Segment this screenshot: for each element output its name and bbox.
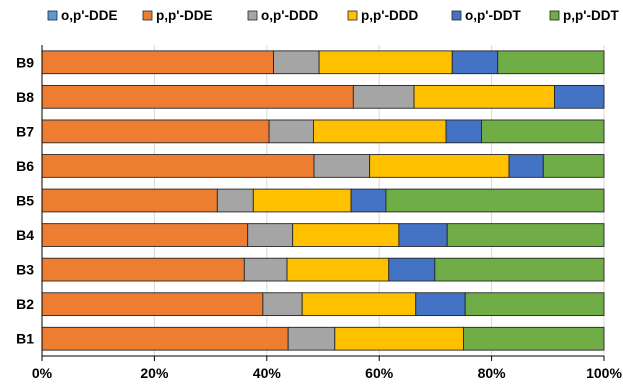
bar-segment-B8-2: [41, 84, 354, 109]
bar-segment-B7-2: [41, 119, 270, 144]
bar-segment-B5-2: [41, 188, 218, 213]
bar-segment-B9-3: [273, 50, 320, 75]
bar-segment-B4-6: [446, 223, 605, 247]
legend-label: o,p'-DDE: [61, 8, 117, 23]
legend-label: p,p'-DDE: [156, 8, 212, 23]
legend-swatch: [47, 10, 58, 21]
bar-segment-B2-4: [301, 292, 417, 317]
x-tick-label: 40%: [253, 365, 282, 381]
bar-segment-B9-5: [451, 50, 499, 75]
bar-segment-B8-3: [352, 84, 415, 109]
bar-segment-B8-5: [554, 84, 605, 109]
bar-segment-B6-5: [508, 154, 544, 178]
y-tick-label: B6: [16, 158, 34, 174]
bar-segment-B3-5: [388, 257, 436, 282]
bar-segment-B7-6: [481, 119, 605, 144]
bar-segment-B6-3: [313, 154, 371, 178]
bar-segment-B9-4: [318, 50, 453, 75]
legend-swatch: [247, 10, 258, 21]
bar-segment-B6-2: [41, 154, 315, 178]
bar-segment-B5-4: [252, 188, 352, 213]
bar-segment-B2-6: [464, 292, 605, 317]
bar-segment-B2-5: [415, 292, 466, 317]
legend-label: p,p'-DDT: [563, 8, 619, 23]
bar-segment-B5-6: [385, 188, 605, 213]
x-tick-label: 60%: [365, 365, 394, 381]
bar-segment-B4-3: [247, 223, 294, 247]
x-tick-label: 100%: [586, 365, 622, 381]
legend-swatch: [451, 10, 462, 21]
legend-swatch: [142, 10, 153, 21]
bar-segment-B7-3: [268, 119, 314, 144]
y-tick-label: B9: [16, 54, 34, 70]
bar-segment-B5-5: [350, 188, 387, 213]
bar-segment-B4-2: [41, 223, 249, 247]
y-tick-label: B7: [16, 123, 34, 139]
bar-segment-B8-4: [413, 84, 555, 109]
bar-segment-B3-2: [41, 257, 245, 282]
bar-segment-B2-2: [41, 292, 264, 317]
y-tick-label: B1: [16, 331, 34, 347]
x-tick-label: 0%: [32, 365, 53, 381]
bar-segment-B3-4: [286, 257, 390, 282]
bar-segment-B4-5: [398, 223, 448, 247]
bars: [41, 50, 605, 351]
legend-label: o,p'-DDT: [465, 8, 521, 23]
y-tick-label: B5: [16, 193, 34, 209]
y-tick-label: B2: [16, 296, 34, 312]
bar-segment-B3-6: [434, 257, 605, 282]
bar-segment-B1-2: [41, 326, 289, 351]
bar-segment-B1-6: [463, 326, 605, 351]
bar-segment-B9-6: [497, 50, 605, 75]
legend: o,p'-DDE p,p'-DDE o,p'-DDD p,p'-DDD o,p'-DDT…: [47, 8, 619, 23]
y-tick-label: B3: [16, 262, 34, 278]
bar-segment-B1-4: [334, 326, 464, 351]
bar-segment-B9-2: [41, 50, 274, 75]
legend-label: p,p'-DDD: [361, 8, 418, 23]
bar-segment-B7-4: [312, 119, 447, 144]
legend-swatch: [347, 10, 358, 21]
axes: 0% 20% 40% 60% 80% 100% B9 B8 B7 B6 B5 B4 B3 B2 B1: [16, 45, 622, 381]
bar-segment-B7-5: [445, 119, 482, 144]
legend-label: o,p'-DDD: [261, 8, 318, 23]
bar-segment-B3-3: [243, 257, 288, 282]
y-tick-label: B8: [16, 89, 34, 105]
x-tick-label: 20%: [140, 365, 169, 381]
y-tick-label: B4: [16, 227, 34, 243]
legend-swatch: [549, 10, 560, 21]
bar-segment-B2-3: [262, 292, 303, 317]
bar-segment-B6-6: [542, 154, 605, 178]
bar-segment-B1-3: [287, 326, 336, 351]
bar-segment-B6-4: [369, 154, 510, 178]
bar-segment-B5-3: [216, 188, 254, 213]
bar-segment-B4-4: [292, 223, 400, 247]
x-tick-label: 80%: [478, 365, 507, 381]
